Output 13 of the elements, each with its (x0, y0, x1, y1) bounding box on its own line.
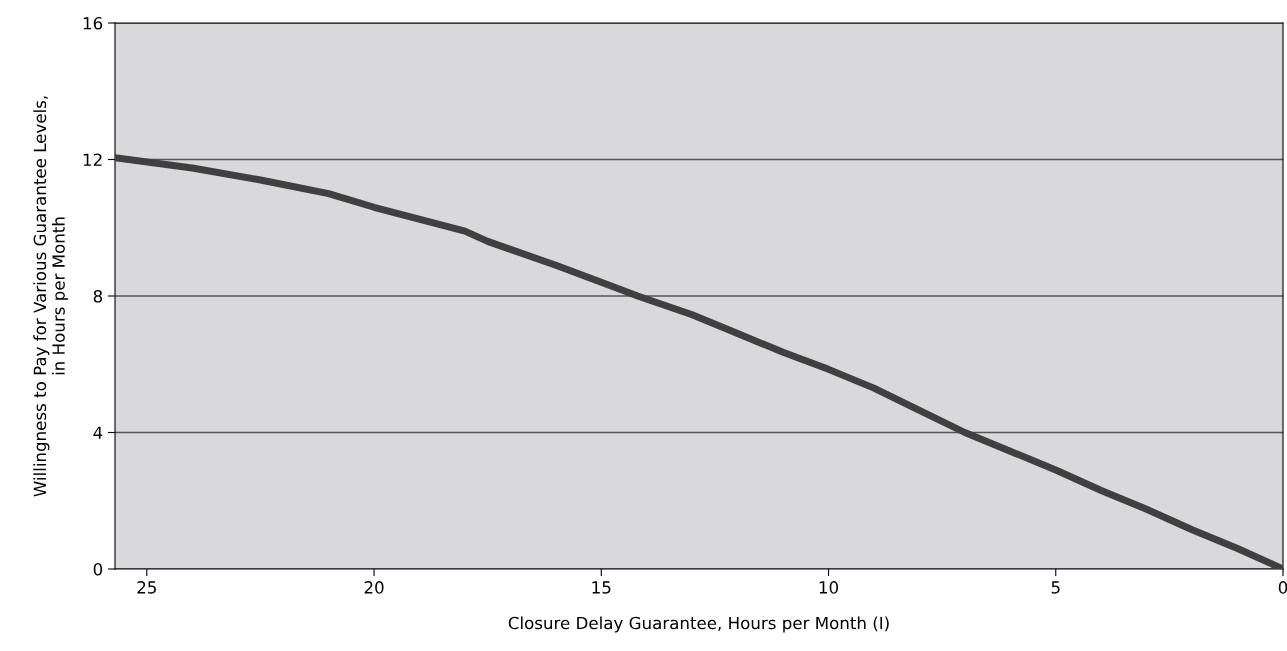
x-tick-label: 0 (1278, 581, 1287, 594)
y-tick-label: 4 (93, 426, 103, 439)
x-tick-label: 5 (1051, 581, 1060, 594)
x-tick-label: 25 (137, 581, 156, 594)
y-tick-label: 0 (93, 562, 103, 576)
x-tick-label: 10 (819, 581, 839, 594)
y-tick-label: 12 (83, 153, 102, 166)
y-axis-title: Willingness to Pay for Various Guarantee Levels, in Hours per Month (33, 96, 69, 497)
y-tick-label: 8 (93, 289, 103, 303)
x-tick-label: 15 (592, 581, 611, 594)
x-tick-label: 20 (364, 581, 384, 594)
x-axis-title: Closure Delay Guarantee, Hours per Month (I) (508, 616, 889, 633)
y-tick-label: 16 (83, 16, 103, 30)
